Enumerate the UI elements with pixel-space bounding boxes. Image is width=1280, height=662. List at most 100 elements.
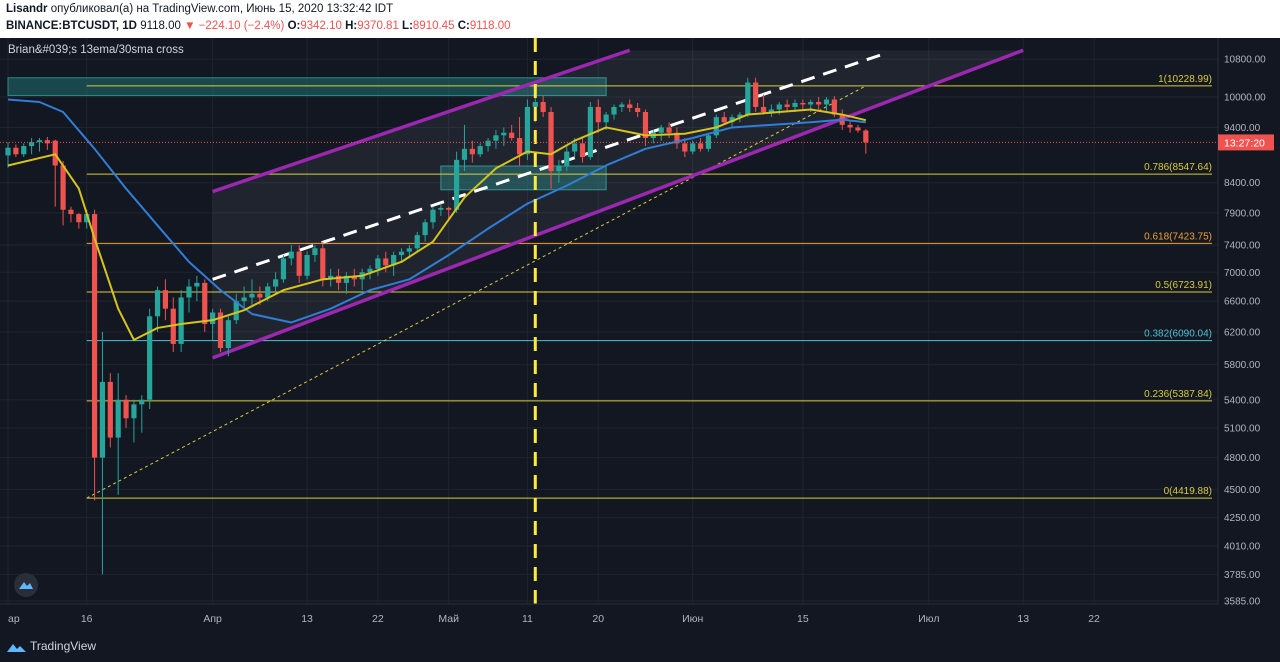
candle-body <box>328 275 334 280</box>
price-tick-label: 5800.00 <box>1224 360 1261 371</box>
candle-body <box>697 143 704 149</box>
low-label: L: <box>402 20 413 32</box>
price-axis-bg <box>1218 38 1280 604</box>
price-zone <box>440 165 607 191</box>
candle-body <box>210 312 216 325</box>
tradingview-logo-button[interactable] <box>14 573 38 597</box>
candle-body <box>139 399 145 405</box>
candle-body <box>682 143 688 152</box>
candle-body <box>469 148 475 155</box>
candle-body <box>579 143 586 158</box>
candle-body <box>123 399 129 419</box>
candle-body <box>823 99 830 105</box>
candles <box>5 77 869 575</box>
candle-body <box>99 381 106 458</box>
candle-body <box>60 165 66 210</box>
price-channel[interactable] <box>211 48 1024 360</box>
time-tick-label: 13 <box>1017 613 1029 625</box>
candle-body <box>587 106 593 158</box>
indicator-legend[interactable]: Brian&#039;s 13ema/30sma cross <box>8 44 184 56</box>
high-label: H: <box>345 20 358 32</box>
candle-body <box>351 275 357 280</box>
zones <box>7 77 607 191</box>
price-chart[interactable]: 1(10228.99) 0.786(8547.64) 0.618(7423.75) 0… <box>0 38 1280 632</box>
candle-body <box>753 82 759 107</box>
candle-body <box>29 142 35 147</box>
moving-averages <box>7 98 867 341</box>
candle-body <box>217 312 224 348</box>
candle-body <box>422 222 428 236</box>
time-tick-label: Апр <box>203 613 222 625</box>
fib-trend-line <box>86 85 867 499</box>
channel-midline <box>212 53 883 281</box>
price-tick-label: 7900.00 <box>1224 208 1261 219</box>
fib-level-label: 0.786(8547.64) <box>1144 162 1212 173</box>
candle-body <box>296 251 302 276</box>
fib-level-label: 0.382(6090.04) <box>1144 329 1212 340</box>
candle-body <box>107 381 113 438</box>
price-tick-label: 3585.00 <box>1224 597 1261 608</box>
candle-body <box>674 132 680 144</box>
candle-body <box>595 106 601 123</box>
last-price: 9118.00 <box>140 20 181 32</box>
high-value: 9370.81 <box>357 20 399 32</box>
close-value: 9118.00 <box>469 20 511 32</box>
candle-body <box>44 140 50 144</box>
candle-body <box>312 248 318 256</box>
price-tick-label: 8400.00 <box>1224 178 1261 189</box>
candle-body <box>760 106 767 113</box>
candle-body <box>131 404 137 419</box>
candle-body <box>91 214 98 458</box>
price-tick-label: 6200.00 <box>1224 327 1261 338</box>
candle-body <box>690 143 696 152</box>
price-tick-label: 5100.00 <box>1224 423 1261 434</box>
candle-body <box>603 114 609 123</box>
candle-body <box>414 235 420 249</box>
close-label: C: <box>457 20 470 32</box>
low-value: 8910.45 <box>412 20 455 32</box>
candle-body <box>84 214 90 223</box>
price-tick-label: 5400.00 <box>1224 395 1261 406</box>
candle-body <box>453 159 460 210</box>
time-tick-label: 16 <box>81 613 93 625</box>
candle-body <box>729 117 735 123</box>
candle-body <box>383 258 389 266</box>
time-tick-label: Июл <box>918 613 939 625</box>
candle-body <box>784 104 790 107</box>
candle-body <box>658 127 664 133</box>
candle-body <box>178 297 184 344</box>
price-change: ▼ −224.10 (−2.4%) <box>184 20 285 32</box>
fibonacci-retracement[interactable]: 1(10228.99) 0.786(8547.64) 0.618(7423.75) 0… <box>86 74 1212 499</box>
candle-body <box>509 132 515 139</box>
candle-body <box>831 99 837 115</box>
time-tick-label: 22 <box>372 613 384 625</box>
current-price-time: 13:27:20 <box>1224 137 1265 149</box>
candle-body <box>391 255 397 266</box>
grid <box>0 38 1218 604</box>
candle-body <box>461 148 468 160</box>
time-tick-label: 13 <box>301 613 313 625</box>
candle-body <box>398 251 405 256</box>
publish-info: опубликовал(а) на TradingView.com, Июнь … <box>50 3 394 15</box>
price-tick-label: 10800.00 <box>1224 55 1266 66</box>
sma30-line <box>7 98 866 324</box>
candle-body <box>564 151 570 166</box>
fib-level-label: 1(10228.99) <box>1158 74 1212 85</box>
price-tick-label: 7000.00 <box>1224 268 1261 279</box>
current-price-tag <box>1218 134 1274 151</box>
candle-body <box>186 286 192 298</box>
fib-level-label: 0.618(7423.75) <box>1144 231 1212 242</box>
candle-body <box>249 293 255 298</box>
candle-body <box>524 106 531 155</box>
candle-body <box>406 248 412 252</box>
candle-body <box>280 258 287 280</box>
candle-body <box>776 104 782 110</box>
candle-body <box>241 297 247 302</box>
author-name[interactable]: Lisandr <box>6 3 48 15</box>
fib-level-label: 0.236(5387.84) <box>1144 389 1212 400</box>
candle-body <box>808 101 814 105</box>
time-tick-label: Май <box>438 613 459 625</box>
candle-body <box>272 279 279 287</box>
candle-body <box>721 117 727 123</box>
candle-body <box>501 132 507 136</box>
